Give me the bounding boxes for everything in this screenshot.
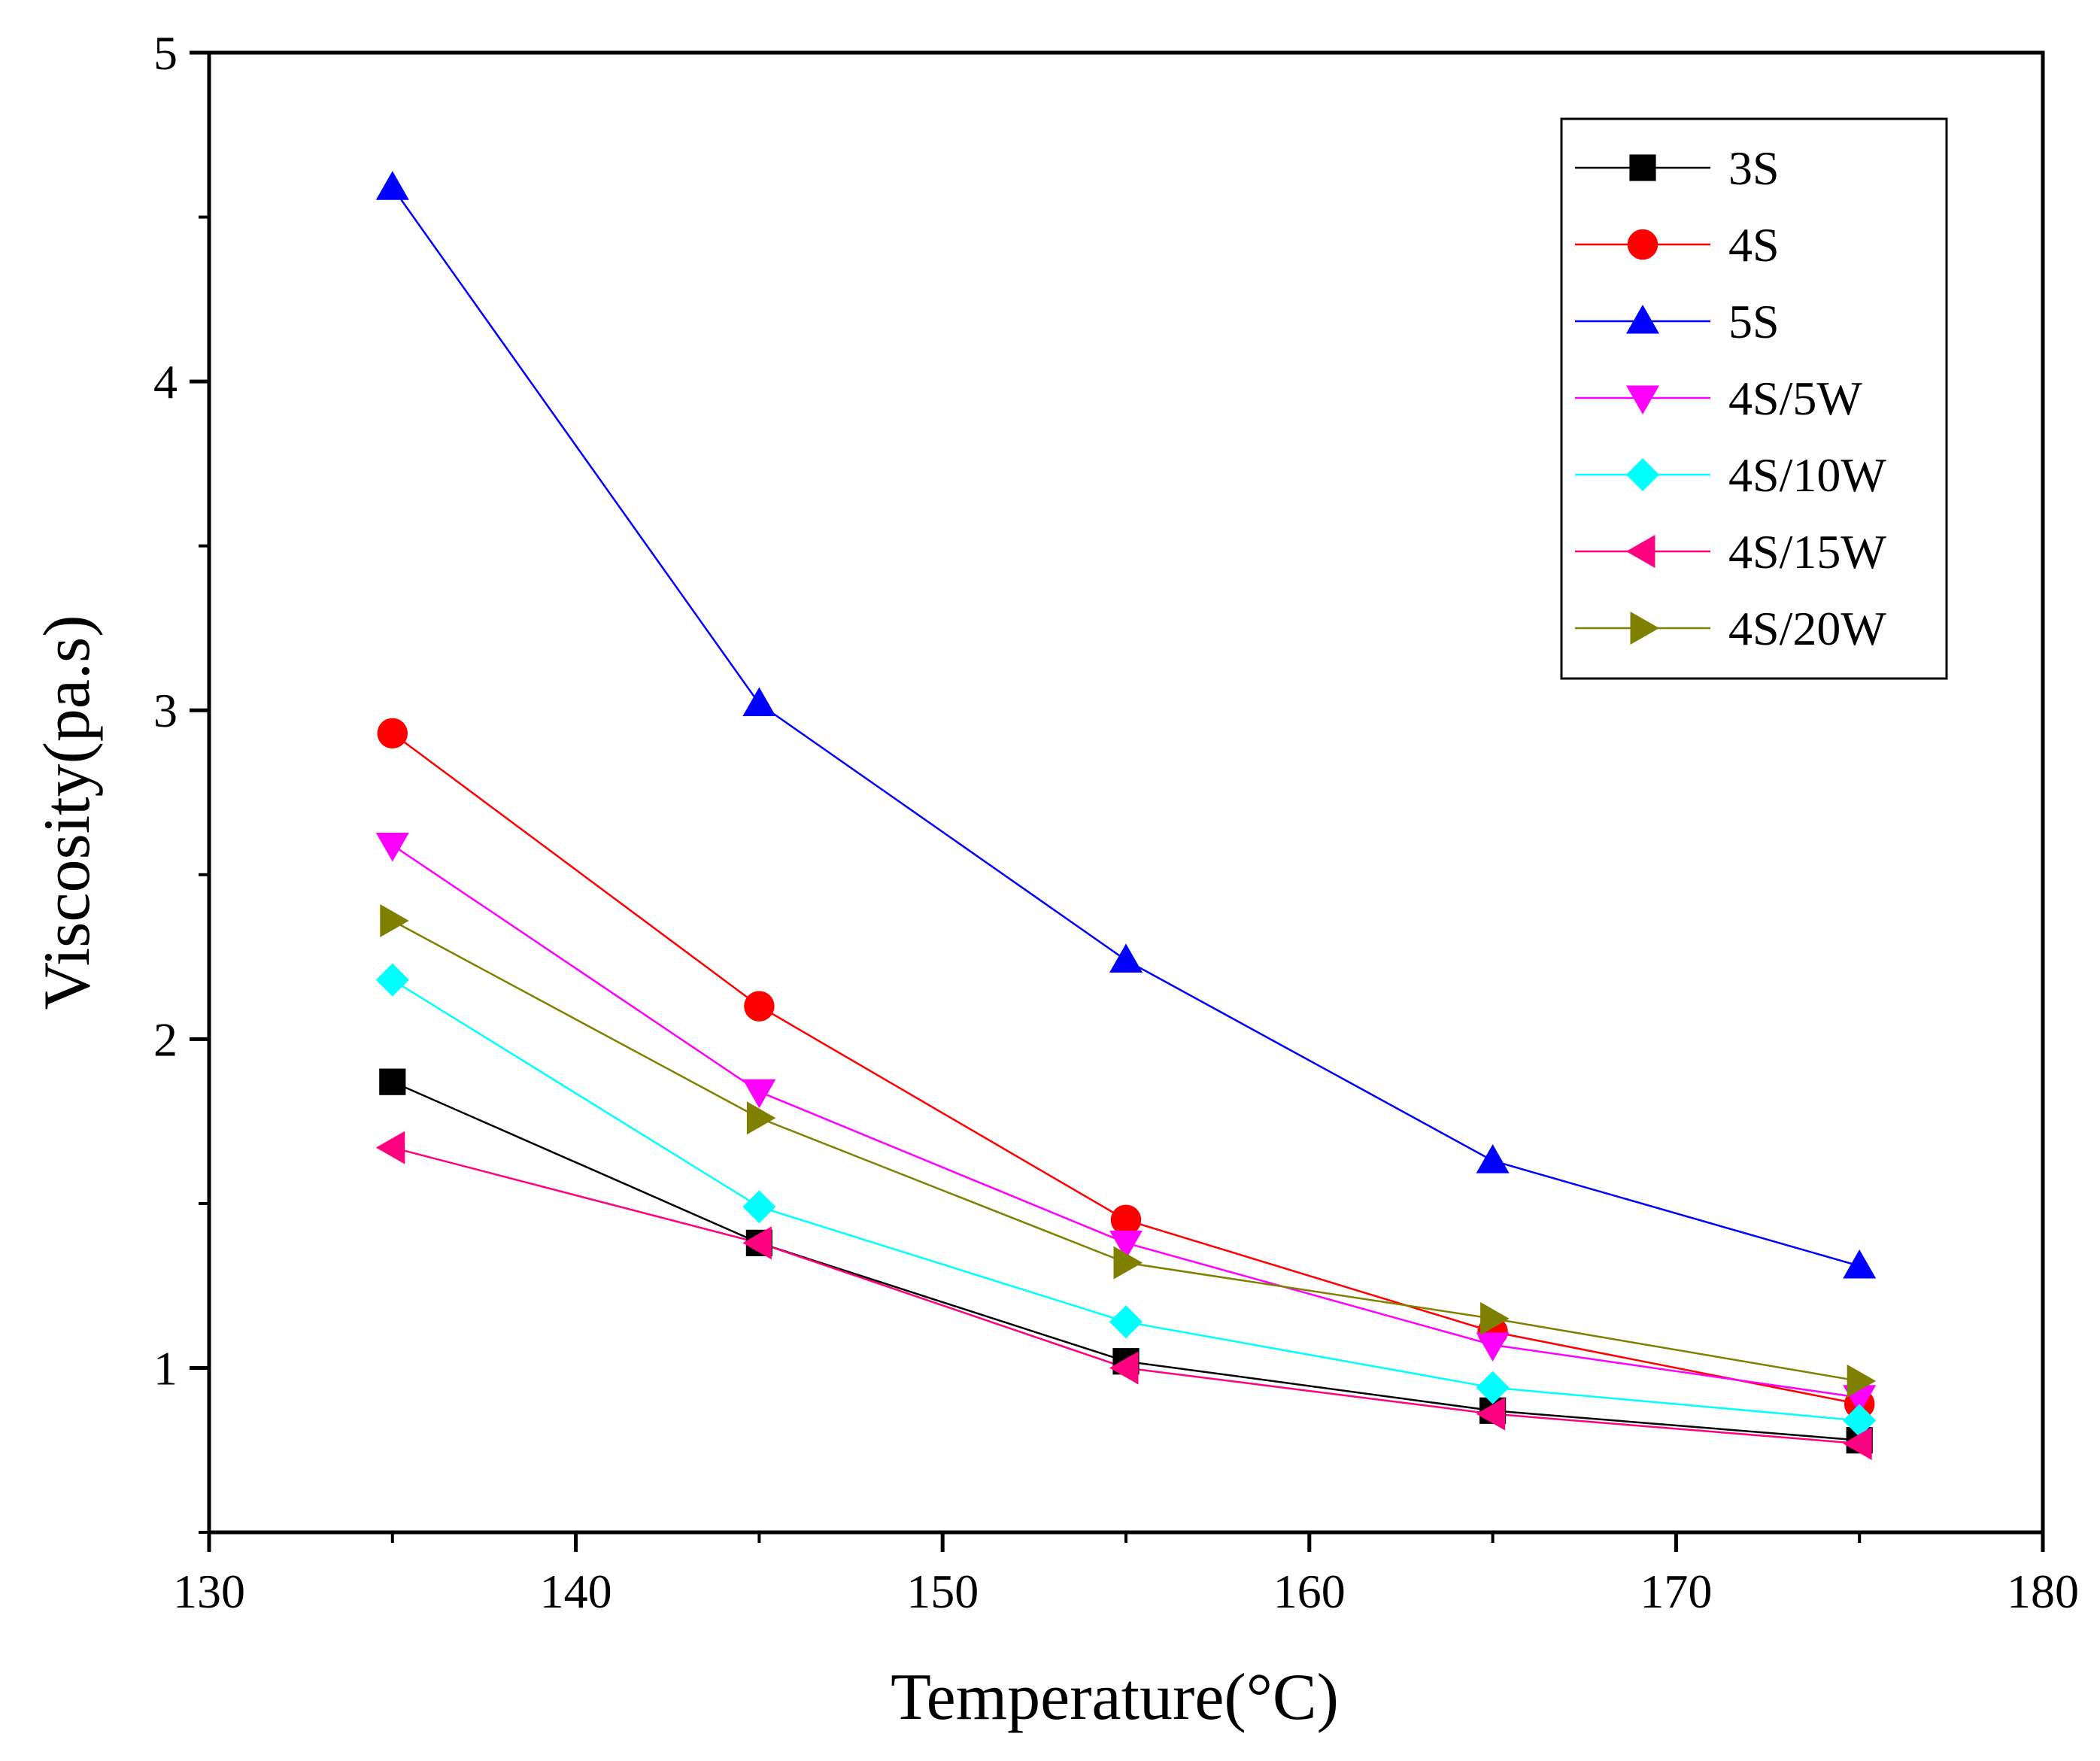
legend-label: 4S/20W (1728, 602, 1886, 655)
data-point-3-3 (1476, 1332, 1510, 1362)
data-point-2-3 (1476, 1144, 1510, 1173)
data-point-3-0 (375, 832, 409, 862)
x-tick-label: 160 (1273, 1565, 1346, 1618)
x-tick-label: 130 (173, 1565, 245, 1618)
data-point-0-0 (379, 1068, 406, 1095)
legend-marker (1630, 612, 1659, 645)
data-point-4-4 (1843, 1404, 1877, 1438)
data-point-1-2 (1110, 1204, 1142, 1235)
y-tick-label: 3 (153, 684, 178, 737)
data-point-2-2 (1109, 943, 1143, 973)
data-point-6-3 (1480, 1301, 1510, 1335)
x-tick-label: 150 (906, 1565, 979, 1618)
y-tick-label: 1 (153, 1341, 178, 1395)
data-point-6-4 (1847, 1364, 1877, 1398)
data-point-4-2 (1109, 1305, 1143, 1339)
data-point-4-1 (742, 1190, 776, 1224)
data-point-3-2 (1109, 1230, 1143, 1260)
data-point-5-0 (375, 1131, 405, 1164)
legend-label: 4S/15W (1728, 525, 1886, 578)
data-point-6-0 (380, 903, 409, 937)
data-point-3-1 (742, 1079, 776, 1109)
legend: 3S 4S 5S 4S/5W 4S/10W 4S/15W 4S/20W (1560, 117, 1948, 680)
legend-marker (1629, 154, 1656, 181)
y-tick-label: 4 (153, 355, 178, 408)
data-point-2-0 (375, 171, 409, 200)
legend-label: 4S/5W (1728, 372, 1862, 425)
data-point-4-0 (375, 963, 409, 997)
data-point-1-1 (744, 991, 775, 1022)
series-line-1 (392, 732, 1860, 1405)
legend-label: 4S/10W (1728, 448, 1886, 502)
data-point-2-4 (1843, 1249, 1877, 1279)
legend-marker (1626, 305, 1659, 334)
data-point-6-1 (746, 1101, 776, 1135)
legend-label: 4S (1728, 218, 1780, 272)
legend-marker (1626, 458, 1659, 491)
x-axis-title: Temperature(°C) (891, 1661, 1339, 1734)
legend-label: 5S (1728, 295, 1780, 348)
y-axis-title: Viscosity(pa.s) (31, 615, 104, 1010)
data-point-5-2 (1109, 1351, 1139, 1385)
x-tick-label: 140 (540, 1565, 612, 1618)
y-tick-label: 5 (153, 26, 178, 80)
series-line-5 (392, 1146, 1860, 1445)
plot-area: 130 140 150 160 170 180 1 2 3 4 5 3S 4S 5S 4S/5W 4S/10W… (153, 26, 2079, 1618)
x-tick-label: 170 (1640, 1565, 1712, 1618)
legend-marker (1627, 229, 1658, 260)
data-point-6-2 (1113, 1246, 1143, 1280)
y-tick-label: 2 (153, 1013, 178, 1066)
data-point-1-0 (377, 718, 408, 749)
data-point-2-1 (742, 687, 776, 716)
legend-marker (1626, 385, 1659, 414)
legend-marker (1626, 535, 1655, 568)
data-point-5-3 (1476, 1397, 1506, 1431)
x-tick-label: 180 (2007, 1565, 2079, 1618)
data-point-5-4 (1843, 1426, 1872, 1460)
legend-label: 3S (1728, 141, 1780, 195)
data-point-4-3 (1476, 1371, 1510, 1404)
data-point-5-1 (742, 1226, 772, 1260)
